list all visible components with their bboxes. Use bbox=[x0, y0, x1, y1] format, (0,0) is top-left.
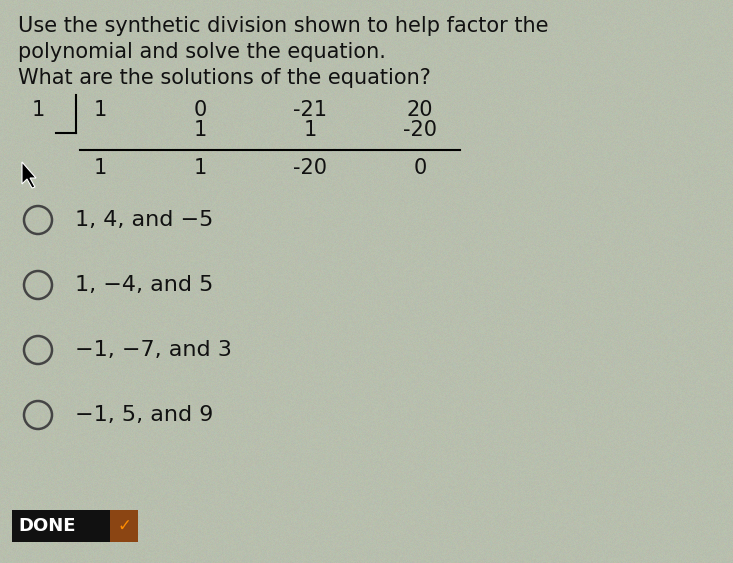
Text: -20: -20 bbox=[293, 158, 327, 178]
Text: -20: -20 bbox=[403, 120, 437, 140]
Text: −1, −7, and 3: −1, −7, and 3 bbox=[75, 340, 232, 360]
FancyBboxPatch shape bbox=[110, 510, 138, 542]
Text: 1, 4, and −5: 1, 4, and −5 bbox=[75, 210, 213, 230]
Text: -21: -21 bbox=[293, 100, 327, 120]
Text: 1: 1 bbox=[303, 120, 317, 140]
Text: 1, −4, and 5: 1, −4, and 5 bbox=[75, 275, 213, 295]
Text: 1: 1 bbox=[93, 158, 106, 178]
Text: 1: 1 bbox=[194, 158, 207, 178]
FancyBboxPatch shape bbox=[12, 510, 112, 542]
Text: polynomial and solve the equation.: polynomial and solve the equation. bbox=[18, 42, 386, 62]
Text: DONE: DONE bbox=[18, 517, 75, 535]
Text: 1: 1 bbox=[194, 120, 207, 140]
Text: Use the synthetic division shown to help factor the: Use the synthetic division shown to help… bbox=[18, 16, 548, 36]
Text: 1: 1 bbox=[93, 100, 106, 120]
Text: ✓: ✓ bbox=[117, 517, 131, 535]
Polygon shape bbox=[22, 162, 36, 188]
Text: What are the solutions of the equation?: What are the solutions of the equation? bbox=[18, 68, 431, 88]
Text: 0: 0 bbox=[194, 100, 207, 120]
Text: 1: 1 bbox=[32, 100, 45, 120]
Text: 20: 20 bbox=[407, 100, 433, 120]
Text: −1, 5, and 9: −1, 5, and 9 bbox=[75, 405, 213, 425]
Text: 0: 0 bbox=[413, 158, 427, 178]
